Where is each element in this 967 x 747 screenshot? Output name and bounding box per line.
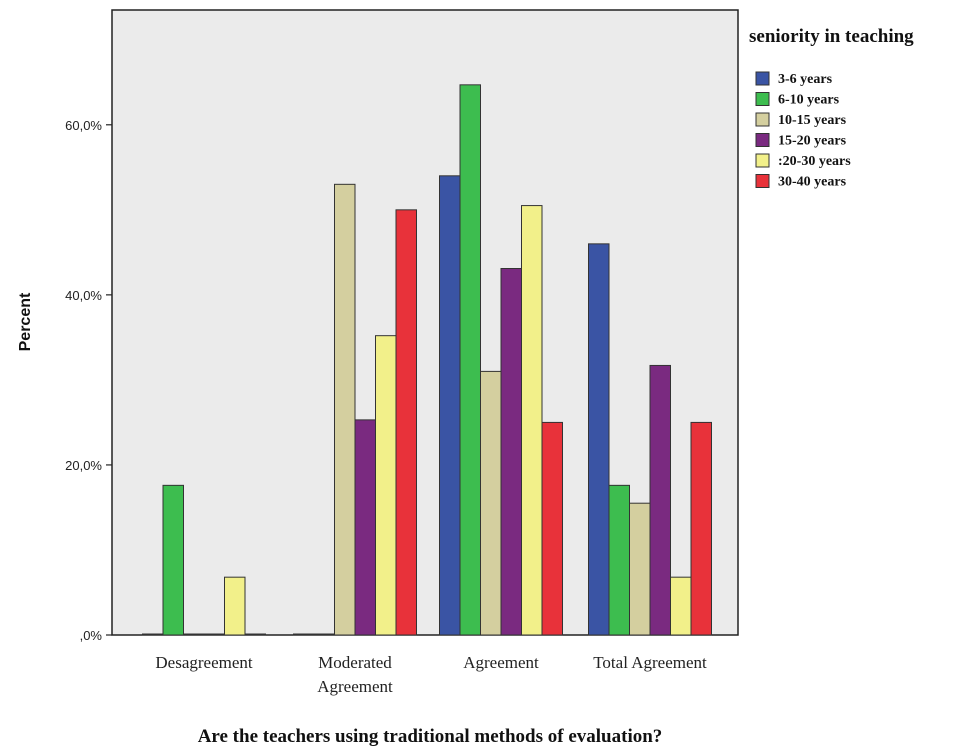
legend-swatch bbox=[755, 174, 770, 188]
legend-swatch bbox=[755, 92, 770, 106]
x-tick-label: Moderated bbox=[318, 653, 392, 672]
legend-label: 6-10 years bbox=[778, 93, 840, 108]
y-tick-label: 20,0% bbox=[65, 458, 102, 473]
legend-label: 15-20 years bbox=[778, 134, 847, 149]
bars-group bbox=[142, 84, 712, 636]
legend-label: :20-30 years bbox=[778, 154, 851, 169]
bar bbox=[334, 183, 356, 636]
y-axis-title: Percent bbox=[17, 292, 34, 351]
bar bbox=[354, 419, 376, 636]
bar bbox=[608, 484, 630, 636]
legend-title: seniority in teaching bbox=[749, 26, 914, 47]
x-tick-label: Agreement bbox=[317, 677, 393, 696]
bar bbox=[293, 633, 315, 636]
legend-swatch bbox=[755, 133, 770, 147]
bar bbox=[459, 84, 481, 636]
legend-label: 10-15 years bbox=[778, 113, 847, 128]
legend: 3-6 years 6-10 years 10-15 years 15-20 year… bbox=[755, 71, 851, 190]
x-tick-label: Total Agreement bbox=[593, 653, 707, 672]
bar bbox=[649, 364, 671, 636]
bar bbox=[224, 576, 246, 636]
bar bbox=[439, 175, 461, 636]
bar bbox=[313, 633, 335, 636]
bar bbox=[203, 633, 225, 636]
y-tick-label: 40,0% bbox=[65, 288, 102, 303]
legend-swatch bbox=[755, 112, 770, 127]
y-axis-ticks: ,0% 20,0% 40,0% 60,0% bbox=[65, 118, 112, 643]
legend-swatch bbox=[755, 153, 770, 168]
y-tick-label: ,0% bbox=[80, 628, 103, 643]
bar bbox=[629, 502, 651, 636]
bar bbox=[142, 633, 164, 636]
legend-swatch bbox=[755, 71, 770, 86]
bar bbox=[375, 335, 397, 636]
bar bbox=[670, 576, 692, 636]
bar bbox=[521, 205, 543, 636]
bar bbox=[395, 209, 417, 636]
bar bbox=[588, 243, 610, 636]
x-tick-label: Agreement bbox=[463, 653, 539, 672]
legend-label: 3-6 years bbox=[778, 72, 833, 87]
x-axis-labels: Desagreement Moderated Agreement Agreement T… bbox=[155, 653, 707, 696]
x-tick-label: Desagreement bbox=[155, 653, 253, 672]
bar bbox=[183, 633, 205, 636]
legend-label: 30-40 years bbox=[778, 175, 847, 190]
bar bbox=[500, 268, 522, 636]
bar bbox=[162, 484, 184, 636]
bar bbox=[480, 370, 502, 636]
bar bbox=[690, 421, 712, 636]
bar bbox=[244, 633, 266, 636]
x-axis-title: Are the teachers using traditional metho… bbox=[198, 726, 663, 747]
y-tick-label: 60,0% bbox=[65, 118, 102, 133]
bar bbox=[541, 421, 563, 636]
